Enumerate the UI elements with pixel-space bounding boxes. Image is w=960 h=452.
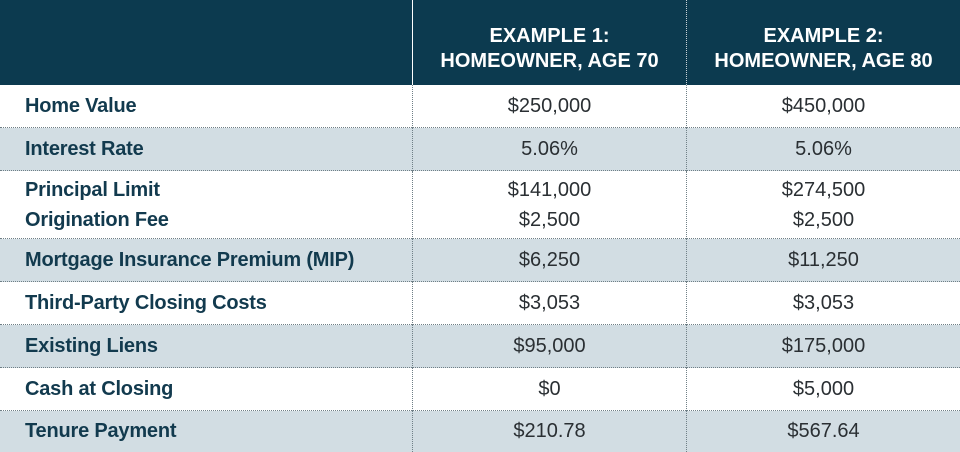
header-example-2: EXAMPLE 2: HOMEOWNER, AGE 80 — [686, 0, 960, 85]
row-label-mip: Mortgage Insurance Premium (MIP) — [0, 239, 412, 282]
row-label-existing-liens: Existing Liens — [0, 325, 412, 368]
closing-costs-ex1: $3,053 — [412, 282, 686, 325]
header-example-2-line1: EXAMPLE 2: — [763, 24, 884, 47]
row-label-cash-at-closing: Cash at Closing — [0, 368, 412, 411]
home-value-ex2: $450,000 — [686, 85, 960, 128]
principal-origination-ex1: $141,000 $2,500 — [412, 171, 686, 239]
cash-at-closing-ex2: $5,000 — [686, 368, 960, 411]
row-label-tenure-payment: Tenure Payment — [0, 411, 412, 452]
closing-costs-ex2: $3,053 — [686, 282, 960, 325]
row-label-principal-origination: Principal Limit Origination Fee — [0, 171, 412, 239]
header-corner — [0, 0, 412, 85]
tenure-payment-ex2: $567.64 — [686, 411, 960, 452]
row-label-closing-costs: Third-Party Closing Costs — [0, 282, 412, 325]
home-value-ex1: $250,000 — [412, 85, 686, 128]
row-label-origination-fee: Origination Fee — [25, 208, 169, 231]
header-example-1-line1: EXAMPLE 1: — [489, 24, 610, 47]
row-label-interest-rate: Interest Rate — [0, 128, 412, 171]
row-label-home-value: Home Value — [0, 85, 412, 128]
origination-fee-ex2: $2,500 — [792, 208, 855, 231]
principal-origination-ex2: $274,500 $2,500 — [686, 171, 960, 239]
header-example-1: EXAMPLE 1: HOMEOWNER, AGE 70 — [412, 0, 686, 85]
tenure-payment-ex1: $210.78 — [412, 411, 686, 452]
existing-liens-ex1: $95,000 — [412, 325, 686, 368]
mip-ex2: $11,250 — [686, 239, 960, 282]
existing-liens-ex2: $175,000 — [686, 325, 960, 368]
row-label-principal-limit: Principal Limit — [25, 178, 160, 201]
header-example-1-line2: HOMEOWNER, AGE 70 — [440, 49, 659, 72]
interest-rate-ex2: 5.06% — [686, 128, 960, 171]
principal-limit-ex1: $141,000 — [507, 178, 592, 201]
principal-limit-ex2: $274,500 — [781, 178, 866, 201]
header-example-2-line2: HOMEOWNER, AGE 80 — [714, 49, 933, 72]
mip-ex1: $6,250 — [412, 239, 686, 282]
origination-fee-ex1: $2,500 — [518, 208, 581, 231]
interest-rate-ex1: 5.06% — [412, 128, 686, 171]
cash-at-closing-ex1: $0 — [412, 368, 686, 411]
